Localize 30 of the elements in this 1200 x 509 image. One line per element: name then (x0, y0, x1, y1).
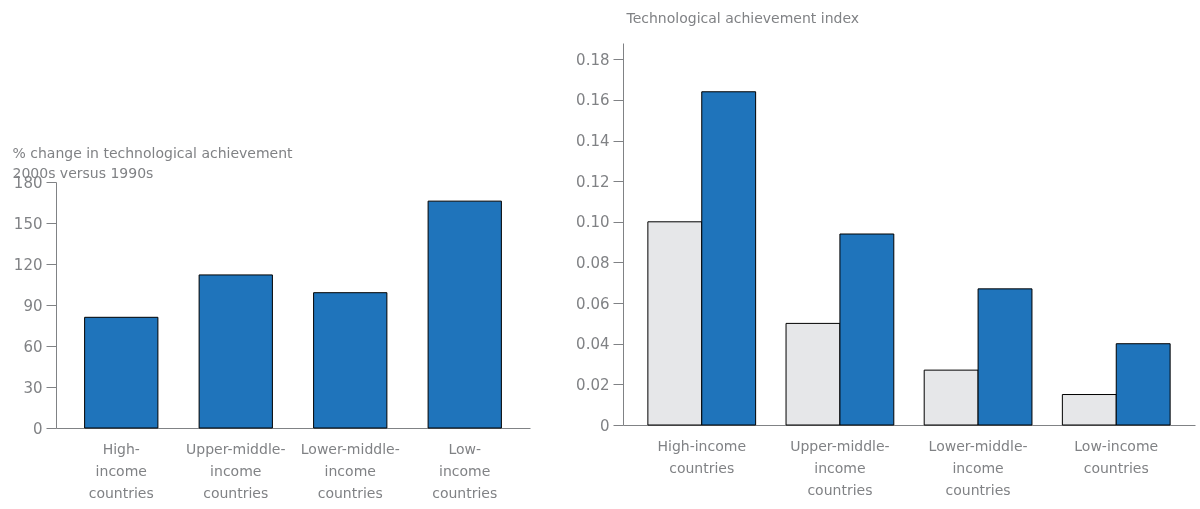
bar (84, 316, 159, 429)
x-tick-label: Low-income countries (1074, 437, 1159, 476)
y-tick-label: 0.06 (576, 294, 610, 313)
x-tick-label: Upper-middle-income countries (790, 437, 890, 498)
y-tick-label: 0.12 (576, 172, 610, 191)
x-tick-label: Upper-middle-income countries (186, 440, 286, 501)
y-tick-label: 0.18 (576, 50, 610, 69)
x-tick-label: High-income countries (657, 437, 747, 476)
y-tick-label: 0.04 (576, 335, 610, 354)
bar (427, 200, 502, 429)
y-tick-label: 60 (23, 337, 43, 356)
y-axis-title: Technological achievement index (625, 9, 860, 26)
y-tick-label: 120 (13, 255, 43, 274)
y-tick-label: 90 (23, 296, 43, 315)
y-tick-label: 150 (13, 214, 43, 233)
y-tick-label: 0.02 (576, 375, 610, 394)
bar (313, 292, 388, 429)
y-tick-label: 0 (32, 419, 43, 438)
y-tick-label: 0.14 (576, 132, 610, 151)
x-tick-label: Low-income countries (432, 440, 498, 501)
y-tick-label: 0.16 (576, 91, 610, 110)
x-tick-label: High-income countries (88, 440, 154, 501)
bar (198, 274, 273, 429)
x-tick-label: Lower-middle-income countries (300, 440, 400, 501)
x-tick-label: Lower-middle-income countries (928, 437, 1028, 498)
y-tick-label: 0.10 (576, 213, 610, 232)
y-axis-title: % change in technological achievement (12, 144, 294, 161)
y-tick-label: 30 (23, 378, 43, 397)
y-tick-label: 0.08 (576, 253, 610, 272)
y-tick-label: 0 (599, 416, 610, 435)
